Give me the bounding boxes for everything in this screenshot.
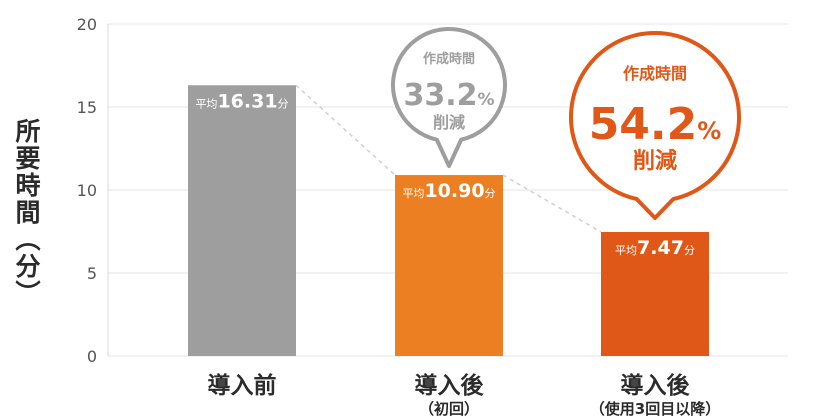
callout-line1: 作成時間 bbox=[623, 64, 687, 83]
bar-value-label: 平均16.31分 bbox=[195, 90, 288, 112]
y-axis-label: 所要時間（分） bbox=[12, 118, 41, 307]
reduction-callout: 作成時間 33.2%削減 bbox=[391, 27, 507, 168]
callout-line3: 削減 bbox=[633, 149, 677, 174]
callout-bubble bbox=[569, 31, 741, 220]
callout-line3: 削減 bbox=[433, 113, 465, 132]
trend-connector bbox=[502, 174, 602, 233]
x-category-sublabel: （初回） bbox=[419, 400, 479, 418]
bar bbox=[188, 85, 296, 356]
trend-connector bbox=[295, 84, 396, 176]
bar bbox=[601, 231, 709, 356]
y-tick-label: 20 bbox=[77, 15, 97, 34]
bar-value-label: 平均10.90分 bbox=[402, 180, 495, 202]
reduction-callout: 作成時間 54.2%削減 bbox=[569, 31, 741, 220]
y-tick-label: 15 bbox=[77, 98, 97, 117]
callout-value: 54.2% bbox=[589, 99, 722, 150]
callout-line1: 作成時間 bbox=[423, 51, 475, 67]
bar-value-label: 平均7.47分 bbox=[615, 237, 695, 259]
y-tick-label: 5 bbox=[87, 264, 97, 283]
x-category-label: 導入後 bbox=[415, 372, 485, 399]
x-category-label: 導入前 bbox=[208, 372, 277, 399]
y-tick-label: 10 bbox=[77, 181, 97, 200]
x-category-label: 導入後 bbox=[621, 372, 691, 399]
callout-bubble bbox=[391, 27, 507, 168]
callout-value: 33.2% bbox=[403, 78, 494, 113]
y-tick-label: 0 bbox=[87, 347, 97, 366]
bar bbox=[395, 175, 503, 356]
x-category-sublabel: （使用3回目以降） bbox=[590, 400, 720, 418]
